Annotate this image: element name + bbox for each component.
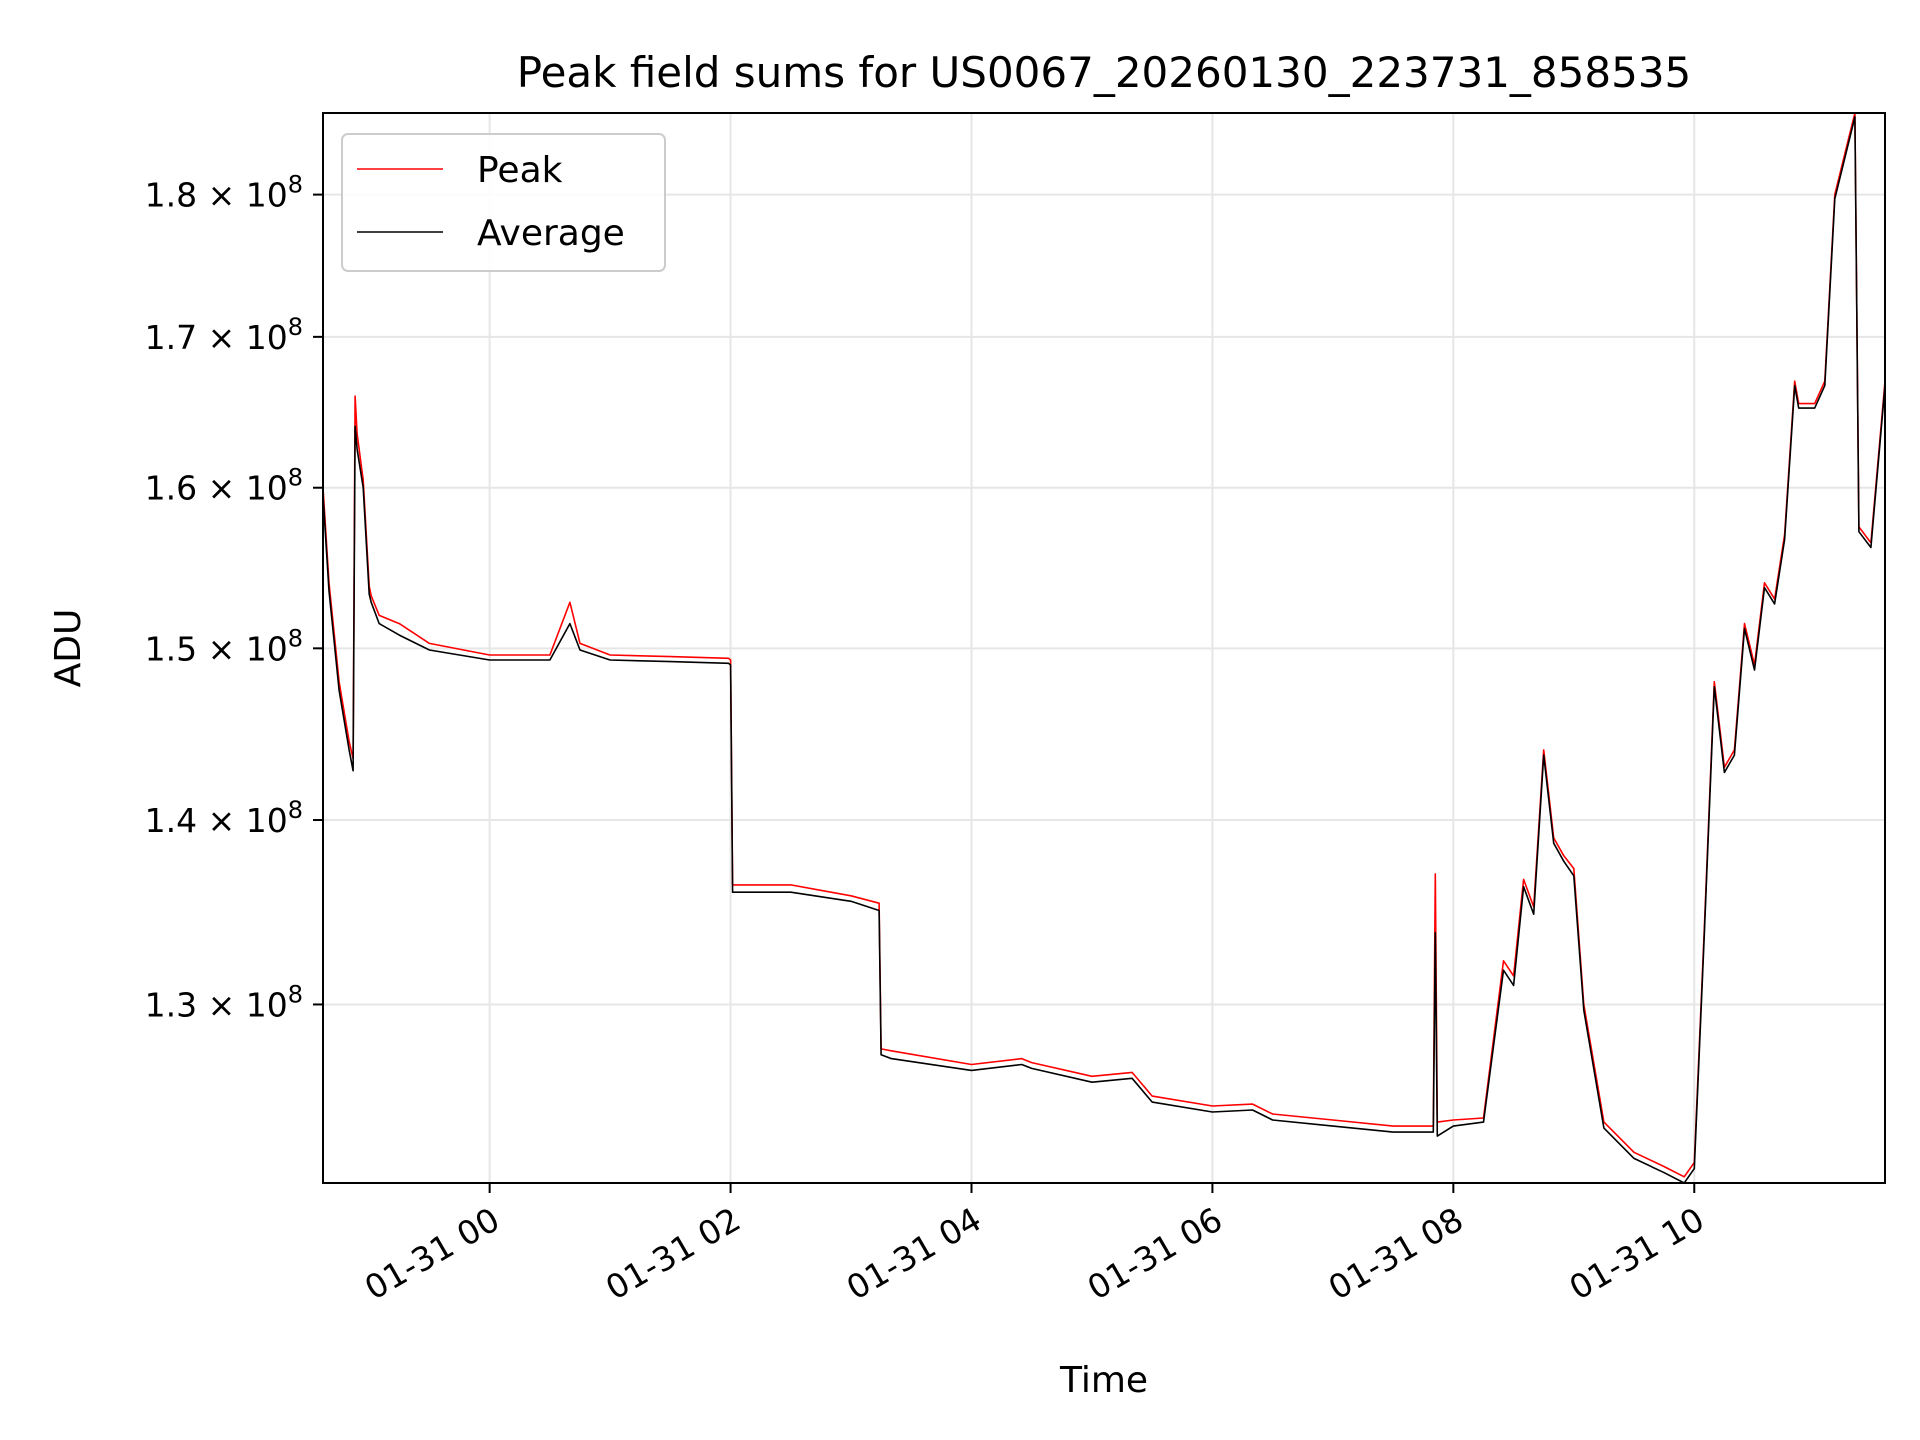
x-axis-label: Time xyxy=(1059,1360,1148,1401)
series-line-average xyxy=(323,116,1885,1183)
x-axis: 01-31 00 01-31 02 01-31 04 01-31 06 01-31 08… xyxy=(358,1183,1711,1308)
series-layer xyxy=(323,113,1885,1183)
y-axis-label: ADU xyxy=(48,609,89,688)
chart-title: Peak field sums for US0067_20260130_2237… xyxy=(517,48,1692,97)
series-line-peak xyxy=(323,113,1885,1178)
y-axis: 1.3 × 108 1.4 × 108 1.5 × 108 1.6 × 108 1.7 … xyxy=(145,171,323,1024)
legend: Peak Average xyxy=(341,133,666,272)
x-tick-label: 01-31 08 xyxy=(1322,1200,1470,1308)
legend-label-average: Average xyxy=(477,213,625,254)
y-tick-label: 1.4 × 108 xyxy=(145,796,303,840)
y-tick-label: 1.6 × 108 xyxy=(145,464,303,508)
x-tick-label: 01-31 00 xyxy=(358,1200,506,1308)
x-tick-label: 01-31 02 xyxy=(599,1200,747,1308)
x-tick-label: 01-31 04 xyxy=(840,1200,988,1308)
legend-label-peak: Peak xyxy=(477,150,563,191)
y-tick-label: 1.7 × 108 xyxy=(145,313,303,357)
x-tick-label: 01-31 06 xyxy=(1081,1200,1229,1308)
x-tick-label: 01-31 10 xyxy=(1563,1200,1711,1308)
y-tick-label: 1.8 × 108 xyxy=(145,171,303,215)
y-tick-label: 1.3 × 108 xyxy=(145,980,303,1024)
y-tick-label: 1.5 × 108 xyxy=(145,624,303,668)
